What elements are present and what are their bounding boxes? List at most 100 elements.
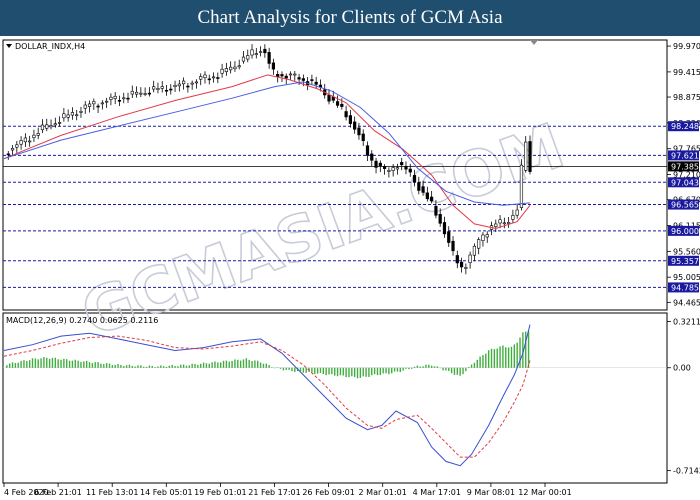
macd-histogram-bar [362,367,364,377]
macd-histogram-bar [123,366,125,368]
macd-histogram-bar [134,366,136,368]
macd-histogram-bar [197,364,199,368]
candle-body [160,86,164,89]
macd-histogram-bar [219,362,222,368]
macd-histogram-bar [399,367,401,373]
macd-histogram-bar [373,367,376,375]
macd-histogram-bar [68,360,71,368]
candle-body [472,245,477,256]
candle-body [515,209,519,216]
macd-histogram-bar [165,366,168,368]
macd-histogram-bar [388,367,390,375]
macd-histogram-bar [182,364,185,368]
candle-body [447,231,451,243]
macd-histogram-bar [513,344,516,368]
candle-body [267,52,271,64]
macd-histogram-bar [482,355,484,368]
candle-body [464,267,468,269]
price-tick-label: 98.875 [673,93,700,102]
macd-histogram-bar [88,362,91,368]
macd-axis: 0.3211 0.00 -0.7143 [667,317,700,476]
macd-histogram-bar [74,359,76,368]
macd-histogram-bar [162,366,165,368]
symbol-label: DOLLAR_INDX,H4 [15,42,85,51]
candle-body [442,222,447,235]
macd-histogram-bar [239,360,242,368]
macd-histogram-bar [274,367,276,369]
macd-histogram-bar [442,367,444,371]
macd-label: MACD(12,26,9) 0.2740 0.0625 0.2116 [6,316,158,325]
candle-body [143,93,147,95]
time-tick-label: 2 Mar 01:01 [359,488,407,497]
macd-histogram-bar [470,364,473,368]
candle-body [182,80,186,85]
candle-body [258,51,263,53]
macd-histogram-bar [194,364,196,368]
macd-histogram-bar [405,367,407,369]
macd-histogram-bar [57,359,59,368]
candle-body [451,240,455,252]
macd-histogram-bar [288,367,290,370]
macd-histogram-bar [262,363,265,368]
candle-body [177,83,181,87]
macd-tick-label: 0.00 [673,364,691,373]
macd-histogram-bar [83,361,85,368]
macd-lines [3,324,531,467]
macd-histogram-bar [502,345,504,368]
macd-histogram-bar [140,365,142,368]
time-tick-label: 19 Feb 01:01 [194,488,246,497]
macd-histogram-bar [294,367,296,372]
macd-histogram-bar [428,364,430,368]
macd-histogram-bar [23,360,25,368]
macd-histogram-bar [128,364,131,368]
macd-histogram-bar [14,362,17,368]
macd-histogram-bar [322,367,325,375]
macd-histogram-bar [282,367,285,371]
candle-body [207,78,211,81]
macd-histogram-bar [43,357,45,368]
macd-histogram-bar [185,365,188,368]
candle-body [117,99,122,102]
candle-body [494,223,498,227]
candle-body [511,215,515,220]
macd-histogram-bar [493,349,496,368]
candle-body [378,162,382,167]
macd-histogram-bar [217,362,219,368]
macd-histogram-bar [356,367,359,379]
candle-body [62,113,66,119]
ma-slow-line [3,81,531,206]
macd-histogram-bar [48,358,51,368]
macd-histogram-bar [154,367,156,368]
macd-histogram-bar [302,367,305,373]
macd-histogram-bar [31,358,34,368]
macd-histogram-bar [100,363,102,368]
macd-histogram-bar [222,360,225,368]
macd-histogram-bar [465,367,467,372]
macd-histogram-bar [151,365,153,368]
macd-histogram-bar [430,365,433,368]
macd-histogram-bar [85,360,88,368]
macd-histogram-bar [468,367,470,368]
level-tag [668,121,699,132]
candle-body [134,91,139,95]
macd-histogram-bar [51,357,54,368]
macd-histogram-bar [214,361,216,368]
macd-histogram-bar [168,365,171,368]
candle-body [122,97,126,100]
candle-body [79,111,83,113]
candle-body [36,133,40,136]
time-tick-label: 26 Feb 09:01 [302,488,354,497]
macd-histogram-bar [11,362,14,368]
price-tick-label: 95.560 [673,247,700,256]
macd-histogram-bar [234,359,236,368]
macd-panel-frame [2,312,668,484]
macd-histogram-bar [416,365,419,368]
chart-shift-marker-icon[interactable] [530,40,538,45]
chevron-down-icon[interactable] [6,44,12,48]
macd-histogram-bar [231,360,233,368]
candle-body [139,92,143,95]
level-tag [668,225,699,236]
level-tag [668,177,699,188]
macd-histogram-bar [351,367,353,377]
